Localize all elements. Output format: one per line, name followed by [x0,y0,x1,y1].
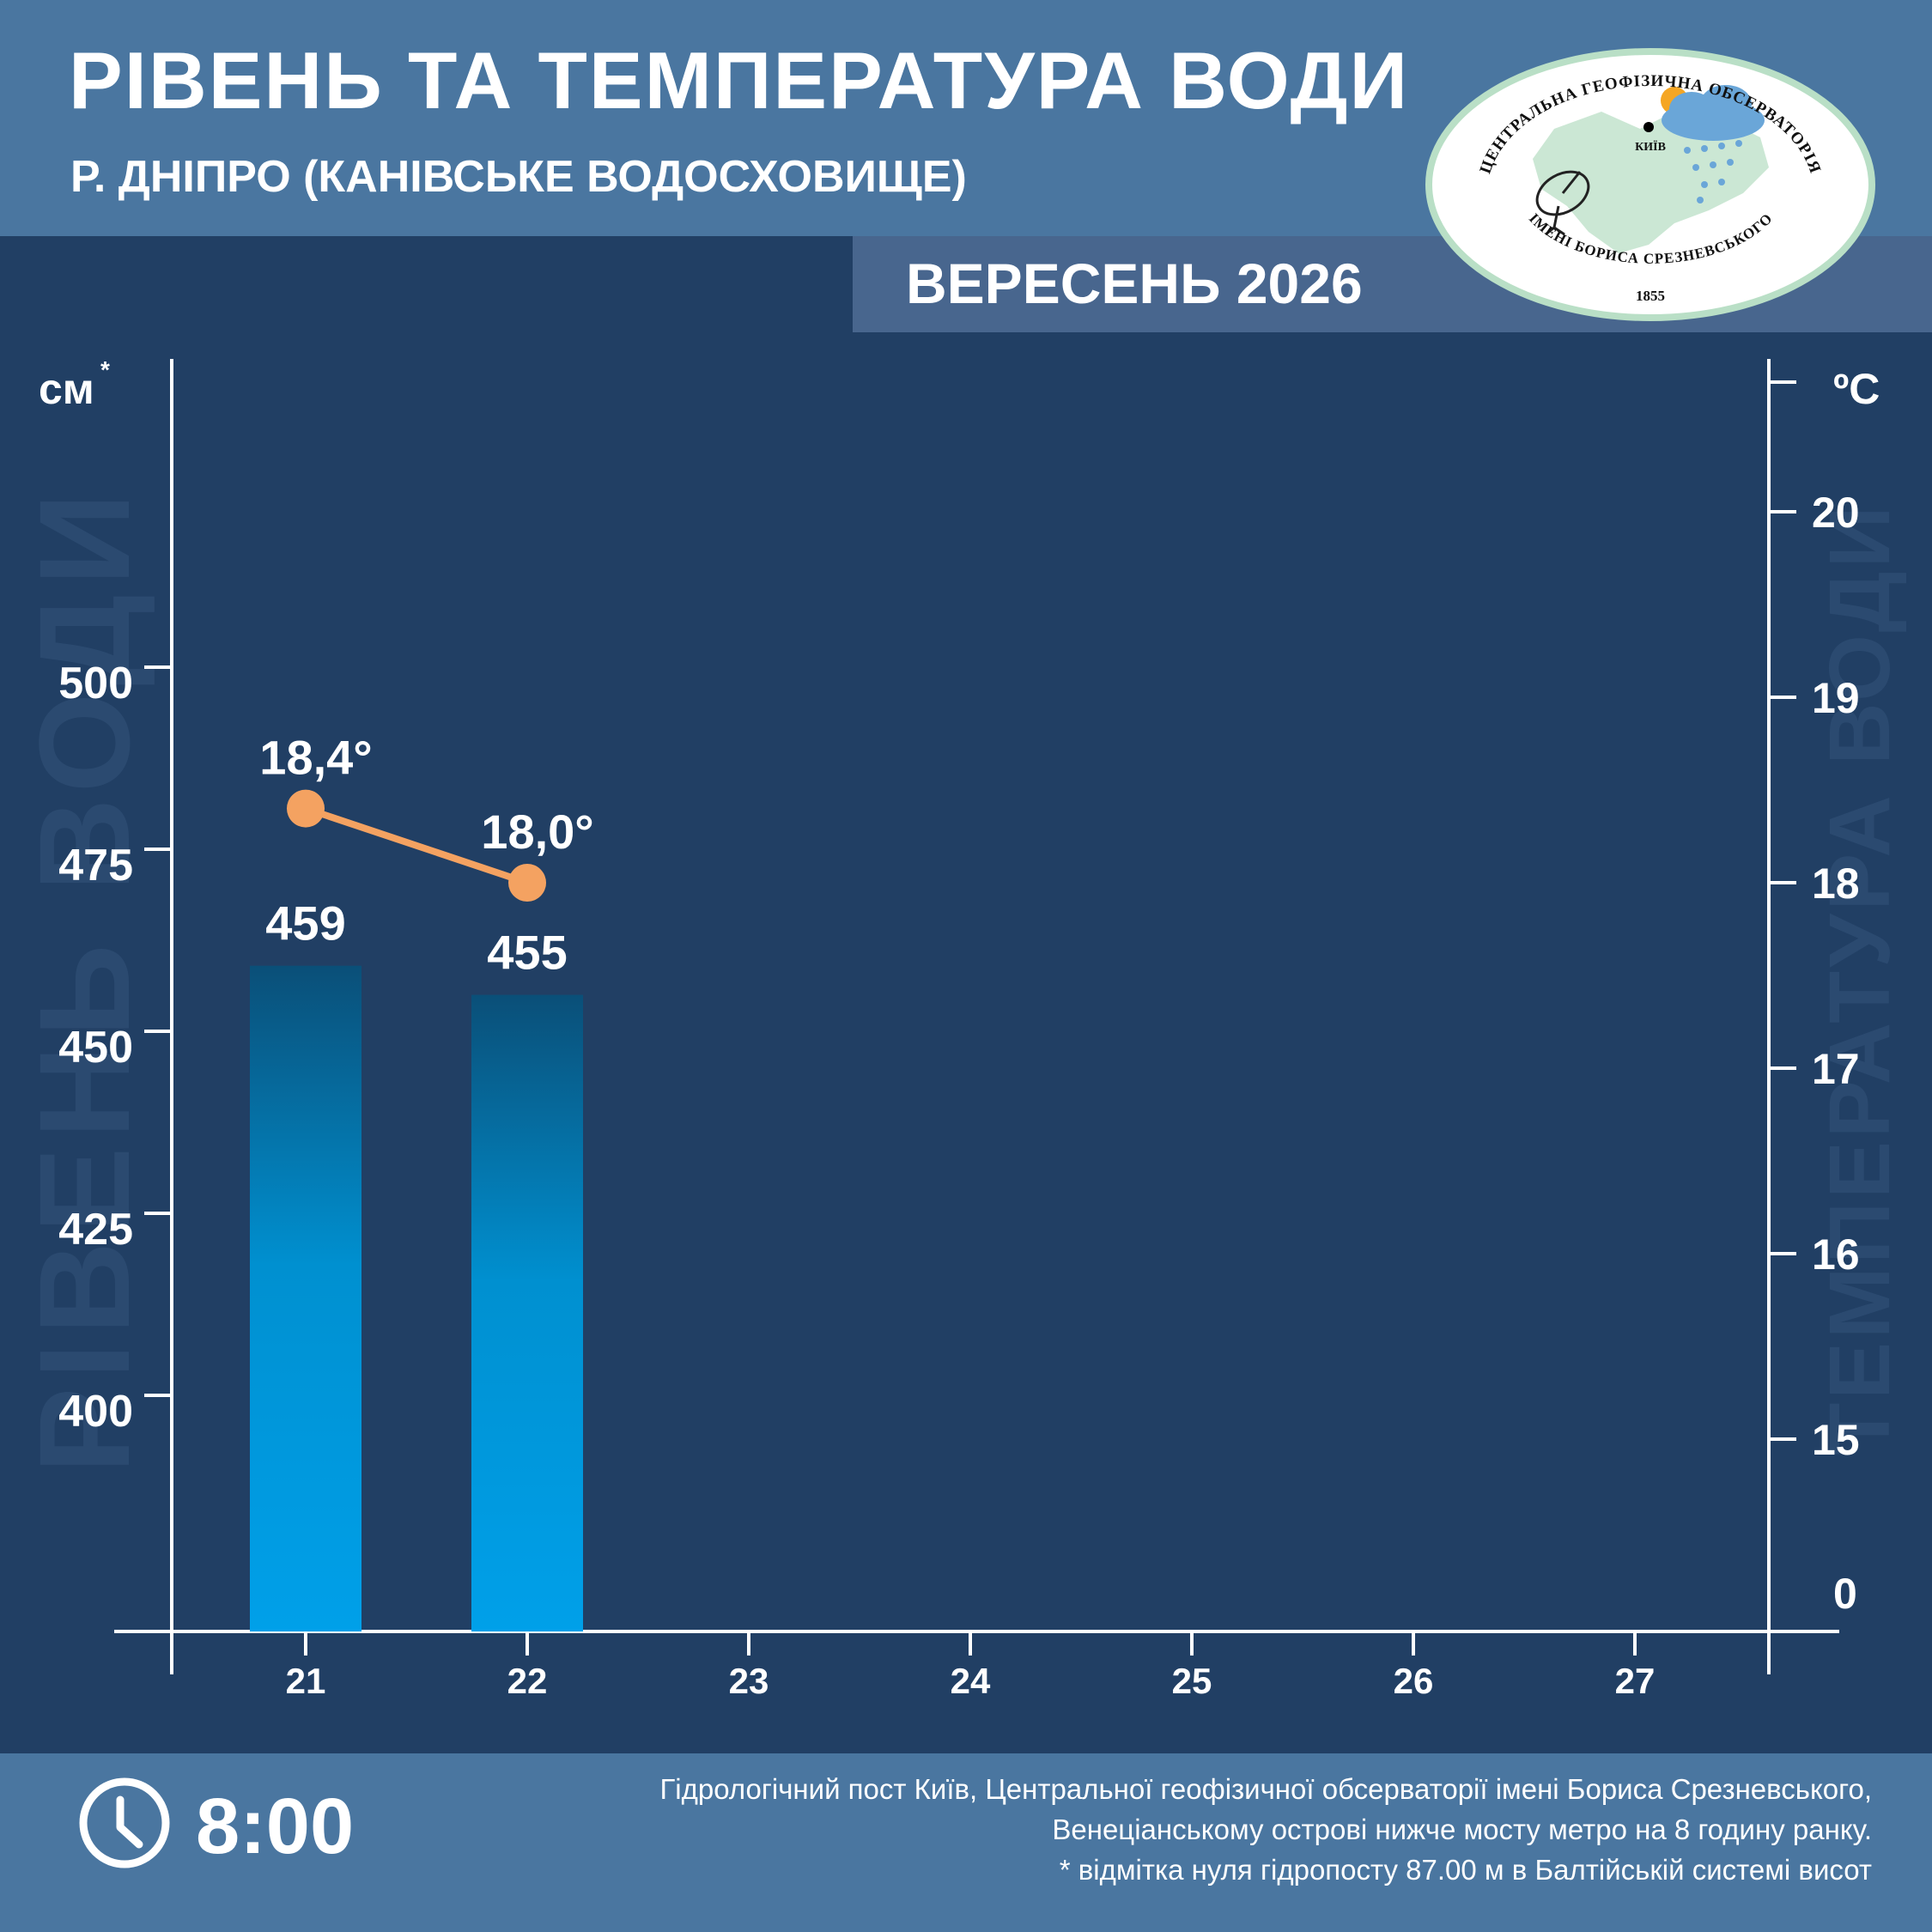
observatory-logo: КИЇВ ЦЕНТРАЛЬНА ГЕОФІЗИЧНА ОБСЕРВАТОРІЯ … [1425,48,1875,321]
left-axis-tick-label: 450 [58,1023,133,1072]
water-level-bar [250,965,361,1631]
logo-year: 1855 [1636,288,1665,304]
footer-band [0,1753,1932,1932]
right-axis-zero-label: 0 [1833,1570,1857,1618]
x-axis-tick-label: 27 [1615,1661,1656,1701]
water-level-label: 459 [265,896,345,951]
x-axis-tick-label: 23 [729,1661,769,1701]
observation-time: 8:00 [196,1783,355,1870]
rain-cloud-icon [1662,85,1765,204]
footer-note-line-2: Венеціанському острові нижче мосту метро… [1052,1814,1872,1845]
right-axis-tick-label: 20 [1812,489,1860,537]
period-label: ВЕРЕСЕНЬ 2026 [906,252,1363,315]
water-temperature-label: 18,4° [259,731,372,785]
page-subtitle: Р. ДНІПРО (КАНІВСЬКЕ ВОДОСХОВИЩЕ) [70,152,967,202]
footer-note-line-3: * відмітка нуля гідропосту 87.00 м в Бал… [1059,1854,1872,1886]
right-axis-tick-label: 19 [1812,674,1860,722]
level-temperature-chart: РІВЕНЬ ВОДИ ТЕМПЕРАТУРА ВОДИ см * ºC 400 425 45… [12,356,1908,1701]
ukraine-map-icon [1533,107,1769,253]
water-temperature-point [287,789,325,828]
radar-dish-icon [1535,170,1590,236]
left-axis-tick-label: 400 [58,1387,133,1437]
x-axis-tick-label: 22 [507,1661,548,1701]
water-temperature-line [304,805,529,886]
right-axis-unit: ºC [1833,365,1880,413]
left-axis-watermark: РІВЕНЬ ВОДИ [12,484,156,1473]
footer-note-line-1: Гідрологічний пост Київ, Центральної гео… [659,1773,1872,1805]
x-axis-tick-label: 21 [286,1661,326,1701]
left-axis-tick-label: 475 [58,841,133,890]
logo-city: КИЇВ [1635,140,1666,154]
clock-icon [79,1777,170,1868]
left-axis-unit-mark: * [100,356,110,383]
water-level-label: 455 [487,926,567,980]
right-axis-watermark: ТЕМПЕРАТУРА ВОДИ [1812,502,1908,1455]
right-axis-tick-label: 16 [1812,1230,1860,1279]
water-level-bar [471,994,583,1631]
page-title: РІВЕНЬ ТА ТЕМПЕРАТУРА ВОДИ [69,35,1410,125]
left-axis-tick-label: 425 [58,1205,133,1255]
x-axis-tick-label: 25 [1172,1661,1212,1701]
left-axis-unit: см [39,365,94,413]
right-axis-tick-label: 15 [1812,1416,1860,1464]
right-axis-tick-label: 17 [1812,1045,1860,1093]
x-axis-tick-label: 24 [951,1661,991,1701]
left-axis-tick-label: 500 [58,659,133,708]
water-temperature-label: 18,0° [481,805,593,859]
right-axis-tick-label: 18 [1812,860,1860,908]
kyiv-dot-icon [1643,122,1654,132]
x-axis-tick-label: 26 [1394,1661,1434,1701]
water-temperature-point [508,864,546,902]
